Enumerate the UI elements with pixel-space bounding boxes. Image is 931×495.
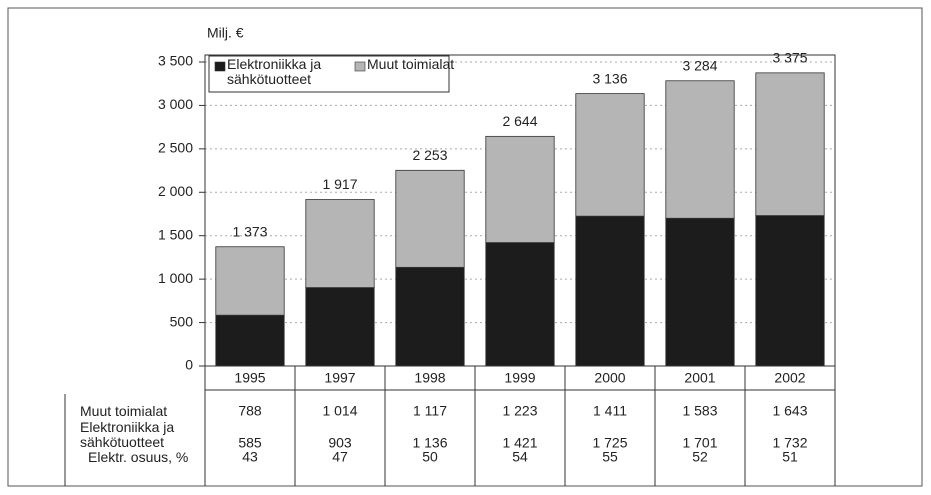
bar [395, 169, 465, 268]
table-cell: 1 223 [502, 403, 537, 419]
x-tick-label: 1998 [414, 370, 445, 386]
bar [395, 266, 465, 367]
table-cell: 1 643 [772, 403, 807, 419]
x-tick-label: 2001 [684, 370, 715, 386]
table-cell: 1 014 [322, 403, 357, 419]
total-label: 2 644 [502, 113, 537, 129]
table-cell: 585 [238, 435, 262, 451]
total-label: 1 917 [322, 176, 357, 192]
bar [575, 215, 645, 367]
bar [755, 215, 825, 367]
y-tick-label: 1 500 [158, 226, 193, 242]
table-cell: 51 [782, 449, 798, 465]
table-cell: 55 [602, 449, 618, 465]
bar [575, 93, 645, 217]
bar [305, 199, 375, 288]
legend-box [208, 55, 450, 93]
table-cell: 1 732 [772, 435, 807, 451]
row-label: Elektroniikka ja sähkötuotteet [80, 419, 175, 450]
table-cell: 52 [692, 449, 708, 465]
total-label: 1 373 [232, 223, 267, 239]
x-tick-label: 1999 [504, 370, 535, 386]
table-cell: 1 117 [413, 403, 447, 419]
table-cell: 1 421 [502, 435, 537, 451]
y-tick-label: 500 [170, 313, 194, 329]
y-tick-label: 1 000 [158, 270, 193, 286]
bar [665, 217, 735, 367]
table-cell: 1 701 [682, 435, 717, 451]
y-tick-label: 0 [185, 357, 193, 373]
table-cell: 43 [242, 449, 258, 465]
row-label: Elektr. osuus, % [88, 449, 189, 465]
bar [485, 242, 555, 367]
table-cell: 788 [238, 403, 262, 419]
table-cell: 54 [512, 449, 528, 465]
x-tick-label: 1995 [234, 370, 265, 386]
total-label: 3 136 [592, 70, 627, 86]
legend-label: Elektroniikka ja sähkötuotteet [227, 56, 322, 87]
table-cell: 1 411 [593, 403, 627, 419]
x-tick-label: 1997 [324, 370, 355, 386]
bar [215, 246, 285, 316]
y-tick-label: 2 000 [158, 183, 193, 199]
x-tick-label: 2002 [774, 370, 805, 386]
table-cell: 1 583 [682, 403, 717, 419]
y-tick-label: 3 500 [158, 53, 193, 69]
x-tick-label: 2000 [594, 370, 625, 386]
table-cell: 903 [328, 435, 352, 451]
y-axis-label: Milj. € [207, 25, 244, 41]
y-tick-label: 2 500 [158, 140, 193, 156]
total-label: 2 253 [412, 147, 447, 163]
outer-frame [7, 7, 923, 487]
bar [755, 72, 825, 216]
total-label: 3 284 [682, 57, 717, 73]
table-cell: 1 136 [412, 435, 447, 451]
legend-label: Muut toimialat [367, 56, 455, 72]
table-cell: 1 725 [592, 435, 627, 451]
plot-frame [204, 54, 836, 367]
bar [305, 287, 375, 367]
table-cell: 47 [332, 449, 348, 465]
legend-swatch [214, 61, 226, 72]
row-label: Muut toimialat [80, 403, 168, 419]
y-tick-label: 3 000 [158, 96, 193, 112]
bar [215, 314, 285, 367]
total-label: 3 375 [772, 50, 807, 66]
table-cell: 50 [422, 449, 438, 465]
legend-swatch [354, 61, 366, 72]
bar [665, 80, 735, 219]
bar [485, 135, 555, 243]
